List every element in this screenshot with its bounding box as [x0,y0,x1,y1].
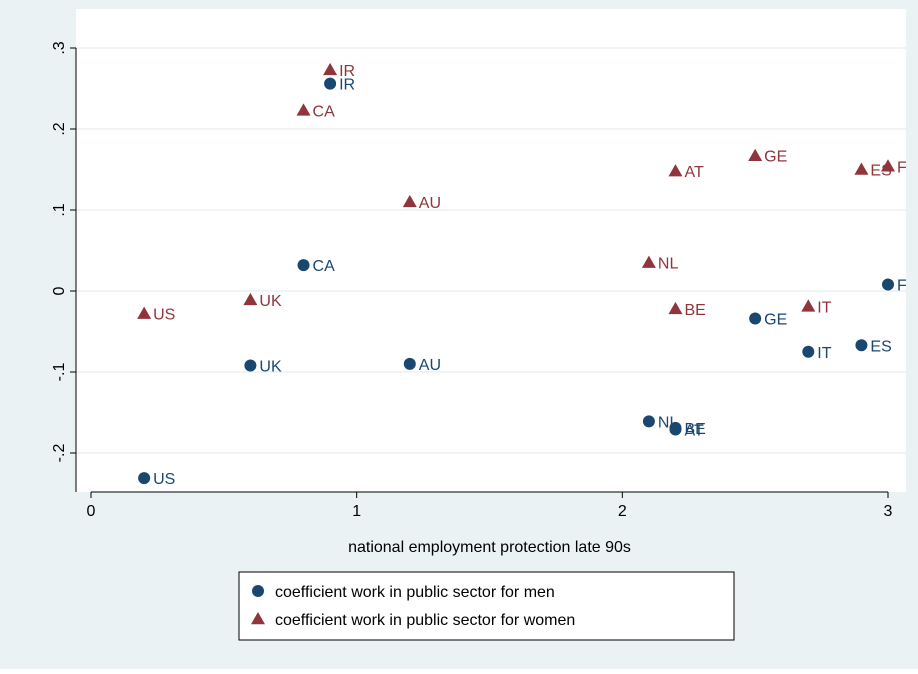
data-point [402,194,417,208]
point-label: AU [419,195,441,212]
data-point [801,299,816,312]
point-label: UK [259,293,282,310]
point-label: BE [684,421,705,438]
data-point [297,259,310,272]
y-tick-label: .1 [51,203,68,216]
x-axis-title: national employment protection late 90s [348,539,631,556]
plot-area [76,9,906,492]
data-point [642,415,655,428]
point-label: AT [684,164,703,181]
point-label: ES [870,338,891,355]
y-tick-label: -.1 [51,363,68,382]
point-label: FR [897,278,918,295]
data-point [668,301,683,315]
x-tick-label: 1 [352,503,361,520]
point-label: IT [817,299,831,316]
data-point [748,148,763,161]
x-tick-label: 3 [884,503,893,520]
point-label: BE [684,302,705,319]
legend-label: coefficient work in public sector for me… [275,584,555,601]
y-tick-label: -.2 [51,444,68,463]
point-label: IR [339,63,355,80]
data-point [881,159,895,172]
point-label: AU [419,357,441,374]
y-axis-ticks: -.2 -.1 0 .1 .2 .3 [51,41,76,462]
grid-lines [76,47,906,454]
point-label: US [153,471,175,488]
data-point [854,162,869,175]
data-point [403,357,416,370]
legend: coefficient work in public sector for me… [238,571,735,641]
data-point [138,472,151,485]
data-point [749,312,762,325]
data-point [137,306,152,319]
legend-box [238,571,735,641]
x-tick-label: 0 [87,503,96,520]
data-point [641,255,656,268]
x-axis-ticks: 0 1 2 3 [87,492,893,520]
legend-marker [252,585,264,597]
data-point [802,345,815,358]
point-label: CA [313,103,336,120]
data-point [243,292,258,306]
legend-label: coefficient work in public sector for wo… [275,612,575,629]
point-label: GE [764,149,787,166]
point-label: GE [764,312,787,329]
point-label: AT [684,423,703,440]
data-point [855,339,868,352]
point-label: NL [658,256,679,273]
data-point [244,359,257,372]
y-tick-label: .2 [51,122,68,135]
series-women: USUKCAIRAUNLBEATGEITESFR [137,62,918,324]
data-point [882,278,894,291]
point-label: IT [817,345,831,362]
data-point [668,164,683,177]
point-label: CA [313,258,336,275]
data-point [296,103,311,116]
data-point [669,423,682,436]
point-label: IR [339,77,355,94]
data-point [323,62,338,76]
series-men: USUKCAIRAUNLBEATGEITESFR [138,77,918,488]
x-tick-label: 2 [618,503,627,520]
point-label: FR [897,159,918,176]
data-points: USUKCAIRAUNLBEATGEITESFRUSUKCAIRAUNLBEAT… [137,62,918,488]
point-label: US [153,307,175,324]
y-tick-label: .3 [51,41,68,54]
legend-marker [251,612,265,625]
y-tick-label: 0 [51,286,68,295]
point-label: UK [259,359,282,376]
data-point [324,77,337,90]
